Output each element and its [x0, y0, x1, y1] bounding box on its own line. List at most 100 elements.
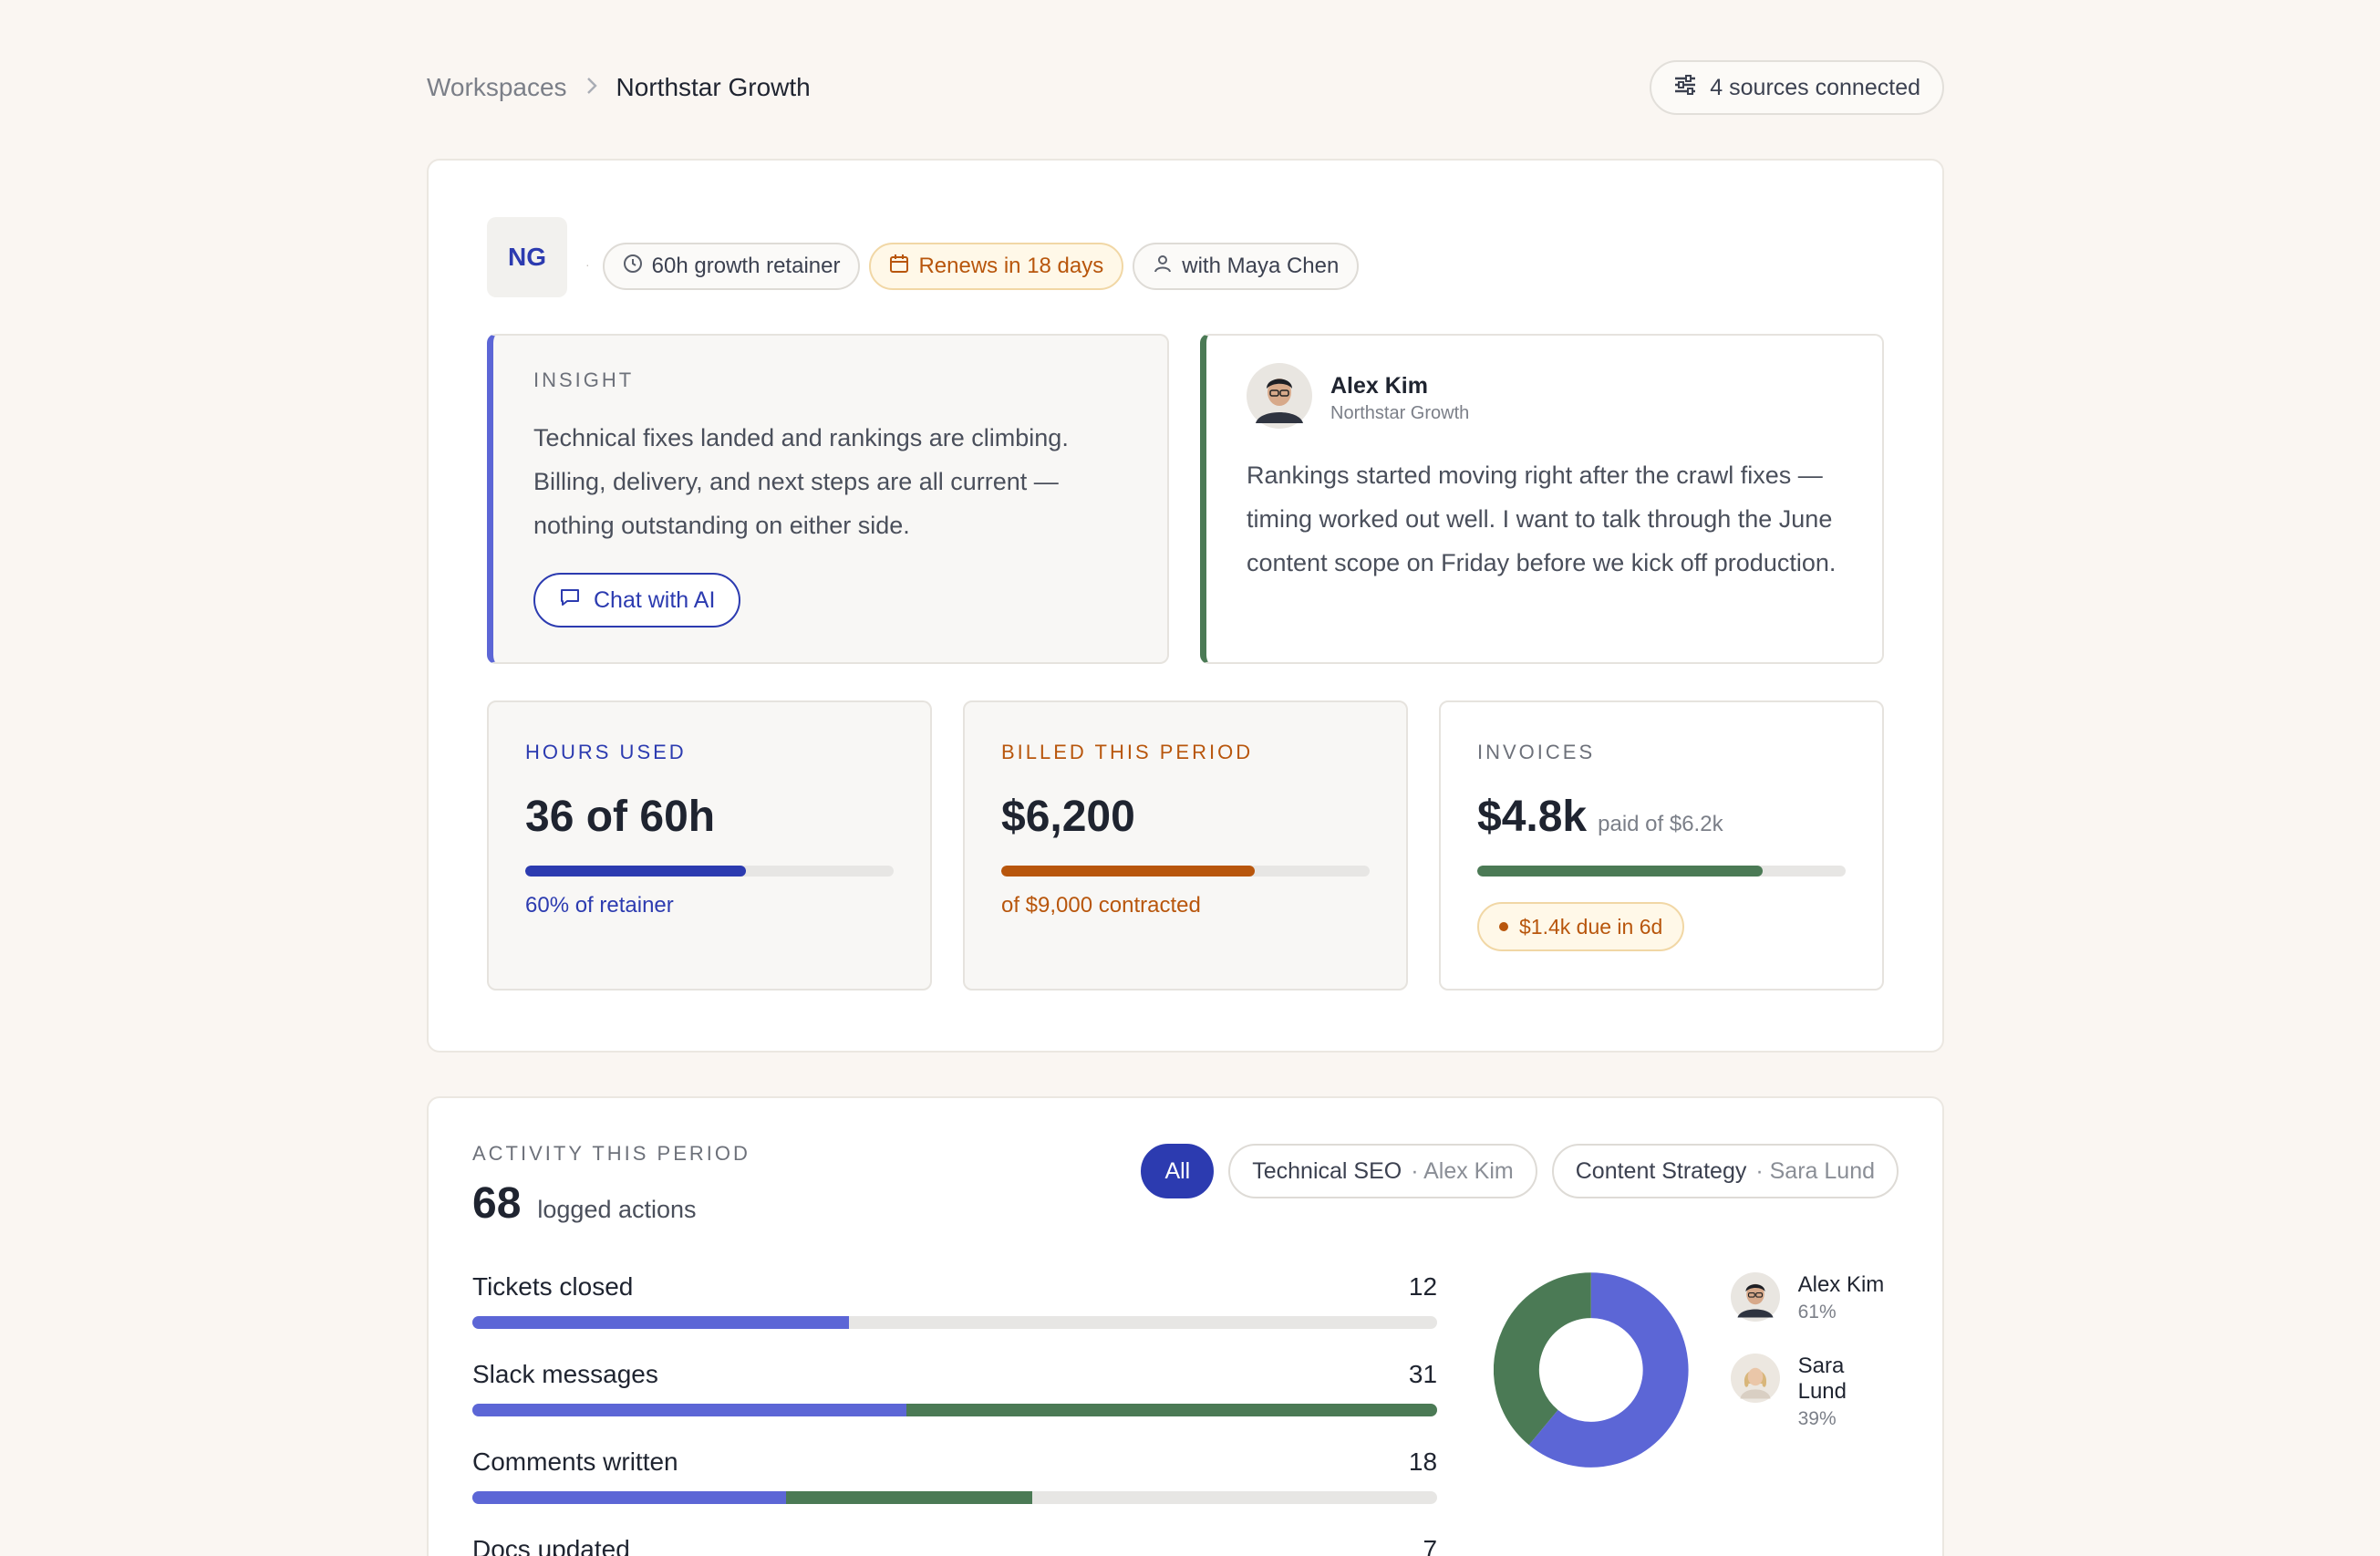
- metric-bar: [472, 1316, 1438, 1329]
- billed-progress-fill: [1001, 866, 1256, 877]
- chat-with-ai-label: Chat with AI: [594, 586, 716, 613]
- activity-metric-row: Tickets closed 12: [472, 1272, 1438, 1329]
- hours-used-card: HOURS USED 36 of 60h 60% of retainer: [487, 700, 932, 991]
- client-avatar: NG: [487, 217, 567, 297]
- donut-slice-alex-kim: [1528, 1272, 1689, 1468]
- due-label: $1.4k due in 6d: [1519, 914, 1663, 939]
- alex-kim-legend-avatar: [1730, 1272, 1780, 1326]
- separator-dot: ·: [585, 257, 590, 272]
- filter-content-strategy[interactable]: Content Strategy · Sara Lund: [1551, 1144, 1899, 1198]
- calendar-icon: [889, 254, 909, 280]
- metric-bar-blue-segment: [472, 1404, 907, 1416]
- billed-foot: of $9,000 contracted: [1001, 893, 1201, 918]
- quote-text: Rankings started moving right after the …: [1247, 462, 1837, 576]
- chat-bubble-icon: [559, 587, 581, 614]
- legend-name-alex: Alex Kim: [1797, 1272, 1885, 1297]
- metric-label: Tickets closed: [472, 1272, 634, 1301]
- quote-author-org: Northstar Growth: [1330, 402, 1470, 423]
- legend-item-alex-kim: Alex Kim 61%: [1730, 1272, 1899, 1326]
- invoices-card: INVOICES $4.8k paid of $6.2k $1.4k due i…: [1439, 700, 1884, 991]
- filter-technical-seo[interactable]: Technical SEO · Alex Kim: [1228, 1144, 1537, 1198]
- retainer-label: 60h growth retainer: [651, 254, 841, 278]
- hours-used-label: HOURS USED: [525, 741, 687, 763]
- legend-item-sara-lund: Sara Lund 39%: [1730, 1354, 1899, 1430]
- sources-connected-button[interactable]: 4 sources connected: [1650, 60, 1944, 115]
- clock-icon: [623, 254, 643, 280]
- quote-author-name: Alex Kim: [1330, 372, 1428, 399]
- person-icon: [1153, 254, 1173, 280]
- breadcrumb: Workspaces Northstar Growth: [427, 73, 811, 102]
- legend-name-sara: Sara Lund: [1797, 1354, 1847, 1404]
- activity-metric-row: Docs updated 7: [472, 1535, 1437, 1556]
- metric-bar: [472, 1491, 1438, 1504]
- chat-with-ai-button[interactable]: Chat with AI: [533, 573, 741, 628]
- renewal-chip: Renews in 18 days: [869, 243, 1124, 290]
- breadcrumb-workspaces[interactable]: Workspaces: [427, 73, 567, 101]
- filter-seo-owner: · Alex Kim: [1411, 1157, 1514, 1184]
- chevron-right-icon: [585, 74, 598, 102]
- owner-chip: with Maya Chen: [1133, 243, 1360, 290]
- renewal-label: Renews in 18 days: [918, 254, 1104, 278]
- activity-metric-row: Slack messages 31: [472, 1360, 1438, 1416]
- client-meta-row: NG · 60h growth retainer Renews in 18 da…: [487, 217, 1884, 297]
- insight-panel: INSIGHT Technical fixes landed and ranki…: [487, 334, 1169, 664]
- retainer-chip: 60h growth retainer: [602, 243, 861, 290]
- activity-filters: All Technical SEO · Alex Kim Content Str…: [1141, 1144, 1899, 1229]
- invoices-label: INVOICES: [1477, 741, 1596, 763]
- contributor-donut-chart: [1494, 1272, 1689, 1468]
- billed-value: $6,200: [1001, 793, 1135, 841]
- invoices-sub: paid of $6.2k: [1598, 812, 1723, 836]
- client-overview-card: NG · 60h growth retainer Renews in 18 da…: [427, 159, 1944, 1053]
- filter-seo-label: Technical SEO: [1252, 1157, 1402, 1184]
- contributor-legend: Alex Kim 61%: [1730, 1272, 1899, 1556]
- hours-progress-bar: [525, 866, 894, 877]
- billed-card: BILLED THIS PERIOD $6,200 of $9,000 cont…: [963, 700, 1408, 991]
- owner-label: with Maya Chen: [1182, 254, 1340, 278]
- hours-progress-fill: [525, 866, 747, 877]
- metric-value: 12: [1408, 1272, 1438, 1301]
- activity-label: ACTIVITY THIS PERIOD: [472, 1142, 750, 1165]
- page: Workspaces Northstar Growth 4 sources co…: [427, 60, 1944, 1556]
- due-badge[interactable]: $1.4k due in 6d: [1477, 902, 1685, 951]
- metric-bar-green-segment: [785, 1491, 1032, 1504]
- metric-bar: [472, 1404, 1438, 1416]
- donut-slice-sara-lund: [1494, 1272, 1592, 1446]
- breadcrumb-current: Northstar Growth: [616, 73, 811, 101]
- metric-label: Slack messages: [472, 1360, 658, 1388]
- metric-value: 31: [1408, 1360, 1438, 1388]
- metric-bar-blue-segment: [472, 1316, 849, 1329]
- filter-content-owner: · Sara Lund: [1755, 1157, 1875, 1184]
- activity-metric-row: Comments written 18: [472, 1447, 1438, 1504]
- metric-bar-blue-segment: [472, 1491, 786, 1504]
- alex-kim-avatar: [1247, 363, 1312, 433]
- metric-bar-green-segment: [906, 1404, 1438, 1416]
- sources-label: 4 sources connected: [1710, 74, 1920, 100]
- invoices-progress-bar: [1477, 866, 1846, 877]
- activity-card: ACTIVITY THIS PERIOD 68 logged actions A…: [427, 1096, 1944, 1556]
- hours-used-value: 36 of 60h: [525, 793, 716, 841]
- insight-label: INSIGHT: [533, 368, 635, 391]
- billed-label: BILLED THIS PERIOD: [1001, 741, 1254, 763]
- hours-foot: 60% of retainer: [525, 893, 674, 918]
- invoices-progress-fill: [1477, 866, 1763, 877]
- activity-unit: logged actions: [537, 1196, 697, 1223]
- due-dot-icon: [1499, 922, 1508, 931]
- legend-pct-sara: 39%: [1797, 1408, 1837, 1429]
- filter-all-label: All: [1164, 1157, 1191, 1184]
- metric-label: Comments written: [472, 1447, 678, 1476]
- legend-pct-alex: 61%: [1797, 1302, 1837, 1323]
- billed-progress-bar: [1001, 866, 1370, 877]
- sliders-icon: [1673, 74, 1697, 101]
- invoices-value: $4.8k: [1477, 793, 1588, 841]
- insight-text: Technical fixes landed and rankings are …: [533, 424, 1069, 539]
- metric-label: Docs updated: [472, 1535, 630, 1556]
- filter-content-label: Content Strategy: [1575, 1157, 1747, 1184]
- activity-metrics: Tickets closed 12 Slack messages 31 Comments…: [472, 1272, 1438, 1556]
- filter-all[interactable]: All: [1141, 1144, 1215, 1198]
- activity-count: 68: [472, 1179, 522, 1228]
- metric-value: 7: [1423, 1535, 1438, 1556]
- top-bar: Workspaces Northstar Growth 4 sources co…: [427, 60, 1944, 115]
- client-quote-panel: Alex Kim Northstar Growth Rankings start…: [1200, 334, 1884, 664]
- contributor-split: Alex Kim 61%: [1494, 1272, 1899, 1556]
- metric-value: 18: [1408, 1447, 1438, 1476]
